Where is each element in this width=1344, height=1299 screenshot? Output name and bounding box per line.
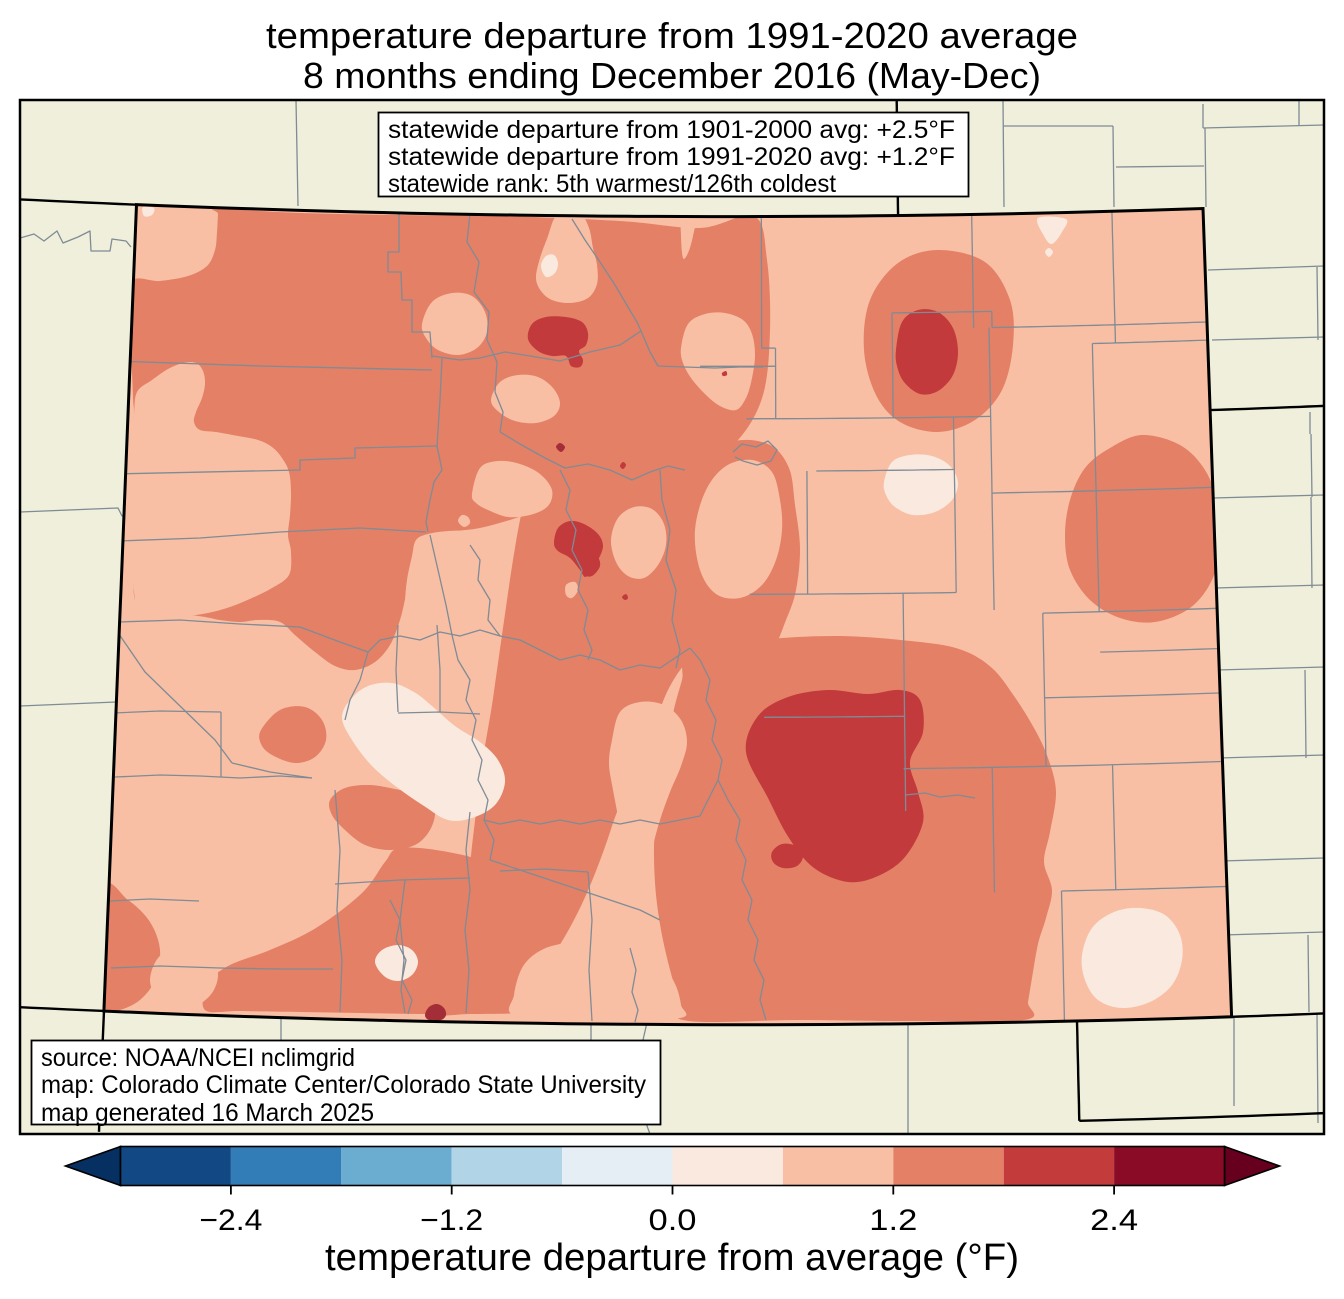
- svg-text:8 months ending December 2016: 8 months ending December 2016 (May-Dec): [303, 55, 1041, 96]
- svg-text:−1.2: −1.2: [420, 1204, 483, 1237]
- svg-text:map: Colorado Climate Center/C: map: Colorado Climate Center/Colorado St…: [41, 1071, 646, 1099]
- svg-text:−2.4: −2.4: [199, 1204, 262, 1237]
- svg-text:1.2: 1.2: [869, 1204, 917, 1237]
- svg-text:statewide departure from 1901-: statewide departure from 1901-2000 avg: …: [388, 116, 955, 144]
- svg-text:temperature departure from 199: temperature departure from 1991-2020 ave…: [266, 15, 1078, 56]
- svg-text:0.0: 0.0: [649, 1204, 697, 1237]
- svg-text:map generated 16 March 2025: map generated 16 March 2025: [41, 1099, 374, 1127]
- svg-text:source: NOAA/NCEI nclimgrid: source: NOAA/NCEI nclimgrid: [41, 1044, 355, 1072]
- svg-text:statewide departure from 1991-: statewide departure from 1991-2020 avg: …: [388, 143, 955, 171]
- svg-text:temperature departure from ave: temperature departure from average (°F): [325, 1237, 1019, 1279]
- svg-text:statewide rank: 5th warmest/12: statewide rank: 5th warmest/126th coldes…: [388, 170, 836, 198]
- svg-text:2.4: 2.4: [1090, 1204, 1138, 1237]
